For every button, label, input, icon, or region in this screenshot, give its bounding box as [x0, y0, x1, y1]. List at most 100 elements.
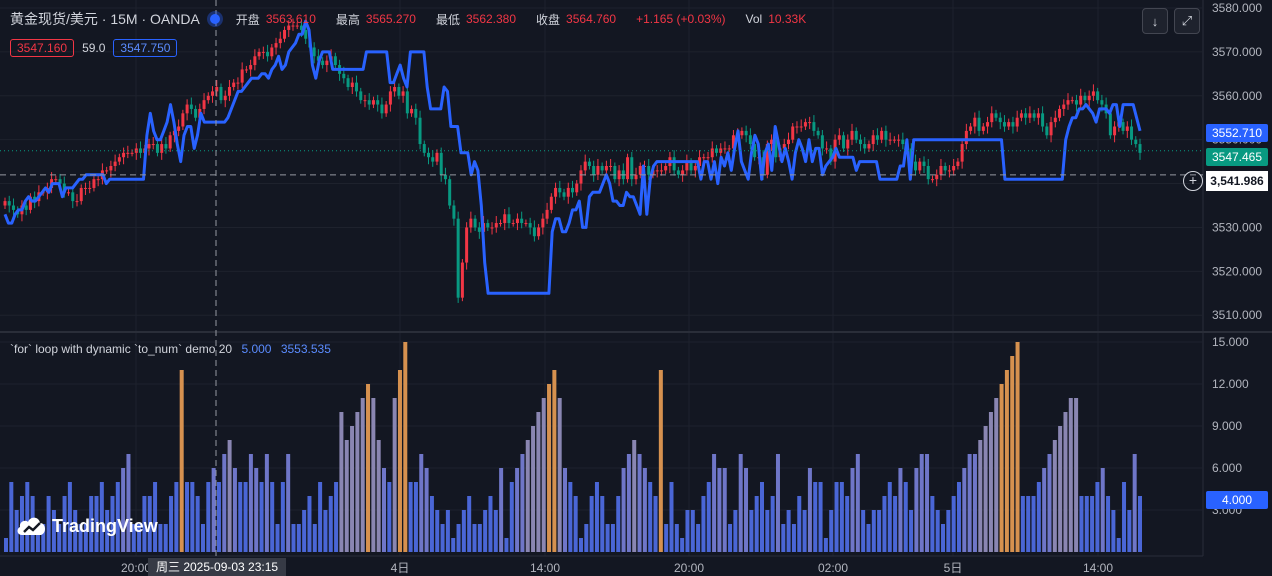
indicator-bar — [547, 384, 552, 552]
indicator-bar — [137, 524, 142, 552]
candle-body — [914, 161, 918, 171]
candle-body — [75, 201, 79, 203]
indicator-bar — [674, 524, 679, 552]
symbol-title[interactable]: 黄金现货/美元 · 15M · OANDA — [10, 11, 200, 27]
candle-body — [1138, 144, 1142, 153]
candle-body — [731, 135, 735, 149]
indicator-bar — [493, 510, 498, 552]
tradingview-logo[interactable]: TradingView — [16, 513, 158, 539]
candle-body — [554, 187, 558, 197]
sub-axis-tick: 12.000 — [1212, 377, 1249, 391]
indicator-bar — [248, 454, 253, 552]
logo-text: TradingView — [52, 515, 158, 536]
candle-body — [609, 166, 613, 167]
indicator-bar — [807, 468, 812, 552]
candle-body — [846, 139, 850, 149]
candle-body — [693, 166, 697, 171]
add-alert-plus-icon[interactable]: + — [1183, 171, 1203, 191]
indicator-bar — [1122, 482, 1127, 552]
candle-body — [490, 227, 494, 229]
candle-body — [287, 25, 291, 30]
market-status-icon — [209, 14, 220, 24]
indicator-bar — [307, 496, 312, 552]
indicator-bar — [967, 454, 972, 552]
candle-body — [253, 56, 257, 66]
candle-body — [799, 126, 803, 128]
candle-body — [575, 183, 579, 193]
candle-body — [685, 161, 689, 171]
candle-body — [829, 148, 833, 162]
indicator-bar — [1116, 538, 1121, 552]
candle-body — [558, 187, 562, 193]
indicator-bar — [600, 496, 605, 552]
vol-value: 10.33K — [768, 12, 807, 26]
candle-body — [219, 87, 223, 101]
sub-pane-last-value-tag: 4.000 — [1206, 491, 1268, 509]
indicator-bar — [1015, 342, 1020, 552]
candle-body — [1053, 117, 1057, 123]
candle-body — [452, 205, 456, 219]
candle-body — [155, 144, 159, 153]
indicator-bar — [318, 482, 323, 552]
indicator-bar — [227, 440, 232, 552]
candle-body — [397, 87, 401, 96]
candle-body — [981, 126, 985, 131]
sub-pane-legend[interactable]: `for` loop with dynamic `to_num` demo 20… — [10, 342, 331, 356]
candle-body — [7, 201, 11, 206]
candle-body — [1130, 126, 1134, 140]
indicator-bar — [589, 496, 594, 552]
indicator-bar — [1010, 356, 1015, 552]
candle-body — [973, 117, 977, 127]
candle-body — [613, 166, 617, 180]
candle-body — [1024, 113, 1028, 118]
candle-body — [808, 122, 812, 124]
open-value: 3563.610 — [265, 12, 316, 26]
candle-body — [664, 166, 668, 171]
indicator-bar — [1068, 398, 1073, 552]
fullscreen-button[interactable]: ⤢ — [1174, 8, 1200, 34]
candle-body — [405, 91, 409, 114]
indicator-bar — [866, 524, 871, 552]
candle-body — [333, 56, 337, 66]
scroll-down-button[interactable]: ↓ — [1142, 8, 1168, 34]
indicator-bar — [706, 482, 711, 552]
candle-body — [1062, 104, 1066, 109]
candle-body — [122, 152, 126, 158]
indicator-bar — [403, 342, 408, 552]
candle-body — [261, 51, 265, 53]
indicator-bar — [62, 496, 67, 552]
indicator-bar — [781, 524, 786, 552]
price-axis-tick: 3560.000 — [1212, 89, 1262, 103]
candle-body — [24, 205, 28, 210]
candle-body — [295, 25, 299, 27]
indicator-line — [3, 19, 1142, 295]
sub-axis-tick: 6.000 — [1212, 461, 1242, 475]
indicator-bar — [1042, 468, 1047, 552]
candle-body — [316, 56, 320, 61]
open-label: 开盘 — [235, 12, 260, 27]
price-axis-tick: 3510.000 — [1212, 308, 1262, 322]
candle-body — [753, 144, 757, 158]
candle-body — [698, 157, 702, 166]
sub-pane-value-2: 3553.535 — [280, 342, 331, 356]
indicator-bar — [573, 496, 578, 552]
candle-body — [223, 95, 227, 101]
candle-body — [562, 192, 566, 197]
indicator-bar — [685, 510, 690, 552]
indicator-bar — [1084, 496, 1089, 552]
candle-body — [257, 51, 261, 57]
indicator-bar — [397, 370, 402, 552]
indicator-bar — [962, 468, 967, 552]
indicator-bar — [855, 454, 860, 552]
indicator-bar — [1058, 426, 1063, 552]
candle-body — [1058, 108, 1062, 118]
candle-body — [837, 135, 841, 140]
candle-body — [401, 91, 405, 96]
indicator-bar — [903, 482, 908, 552]
candle-body — [388, 91, 392, 105]
indicator-bar — [73, 510, 78, 552]
candle-body — [596, 166, 600, 175]
indicator-bar — [1111, 510, 1116, 552]
indicator-bar — [717, 468, 722, 552]
